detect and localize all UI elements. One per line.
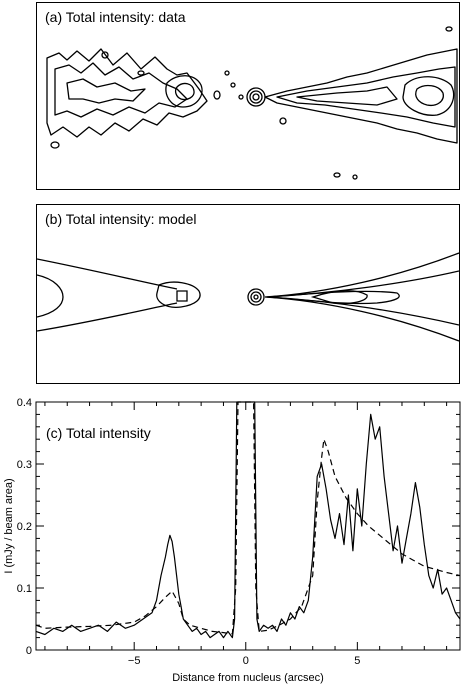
model-right-inner: [268, 290, 400, 305]
contour-nucleus: [249, 90, 263, 104]
model-nucleus: [253, 294, 259, 300]
y-axis-label: I (mJy / beam area): [3, 478, 15, 573]
panel-b-title: (b) Total intensity: model: [45, 211, 197, 227]
contour-left-inner: [66, 78, 146, 104]
model-nucleus: [250, 291, 262, 303]
model-contour-plot: [37, 252, 459, 342]
y-tick-label: 0: [26, 645, 32, 657]
x-axis-label: Distance from nucleus (arcsec): [172, 672, 324, 684]
y-tick-label: 0.4: [17, 397, 32, 409]
model-left-outer: [37, 258, 178, 332]
contour-right-inner: [296, 86, 398, 106]
contour-noise: [352, 174, 358, 180]
chart-title: (c) Total intensity: [46, 425, 151, 441]
contour-noise: [213, 90, 221, 100]
model-right-mid: [266, 270, 459, 326]
contour-nucleus: [252, 93, 260, 101]
contour-noise: [238, 94, 244, 100]
contour-right-knot-inner: [415, 84, 444, 107]
panel-a-title: (a) Total intensity: data: [45, 9, 186, 25]
y-tick-label: 0.3: [17, 459, 32, 471]
panel-b-model-contour-map: (b) Total intensity: model: [36, 204, 460, 384]
model-right-outer: [264, 252, 459, 342]
model-nucleus: [247, 288, 265, 306]
y-tick-label: 0.2: [17, 521, 32, 533]
contour-noise: [224, 70, 230, 76]
model-left-knot-inner: [176, 290, 188, 302]
panel-c-intensity-profile: −5 0 5 0 0.1 0.2 0.3 0.4 (c) Total intensity Di…: [3, 397, 461, 684]
data-contour-plot: [46, 26, 458, 180]
contour-noise: [230, 82, 236, 88]
axis-tick-labels: −5 0 5 0 0.1 0.2 0.3 0.4: [17, 397, 361, 667]
contour-left-mid: [54, 62, 188, 118]
x-tick-label: 5: [354, 655, 360, 667]
contour-noise: [279, 117, 287, 125]
axis-ticks: [36, 401, 460, 651]
contour-noise: [137, 70, 145, 76]
contour-left-outer: [46, 48, 208, 138]
y-tick-label: 0.1: [17, 583, 32, 595]
model-left-edge: [37, 274, 64, 318]
contour-noise: [101, 51, 109, 59]
contour-right-knot: [402, 76, 455, 116]
model-profile-line: [35, 401, 461, 635]
x-tick-label: −5: [128, 655, 141, 667]
model-right-core: [310, 290, 368, 305]
contour-left-knot-outer: [165, 75, 203, 108]
contour-noise: [333, 172, 341, 178]
series-lines: [35, 401, 461, 639]
contour-noise: [50, 141, 60, 149]
contour-noise: [445, 26, 453, 32]
contour-left-knot-inner: [174, 82, 195, 101]
contour-right-outer: [264, 48, 458, 144]
x-tick-label: 0: [243, 655, 249, 667]
model-left-knot-outer: [156, 281, 201, 308]
contour-right-mid: [276, 66, 456, 128]
panel-a-data-contour-map: (a) Total intensity: data: [36, 2, 460, 190]
